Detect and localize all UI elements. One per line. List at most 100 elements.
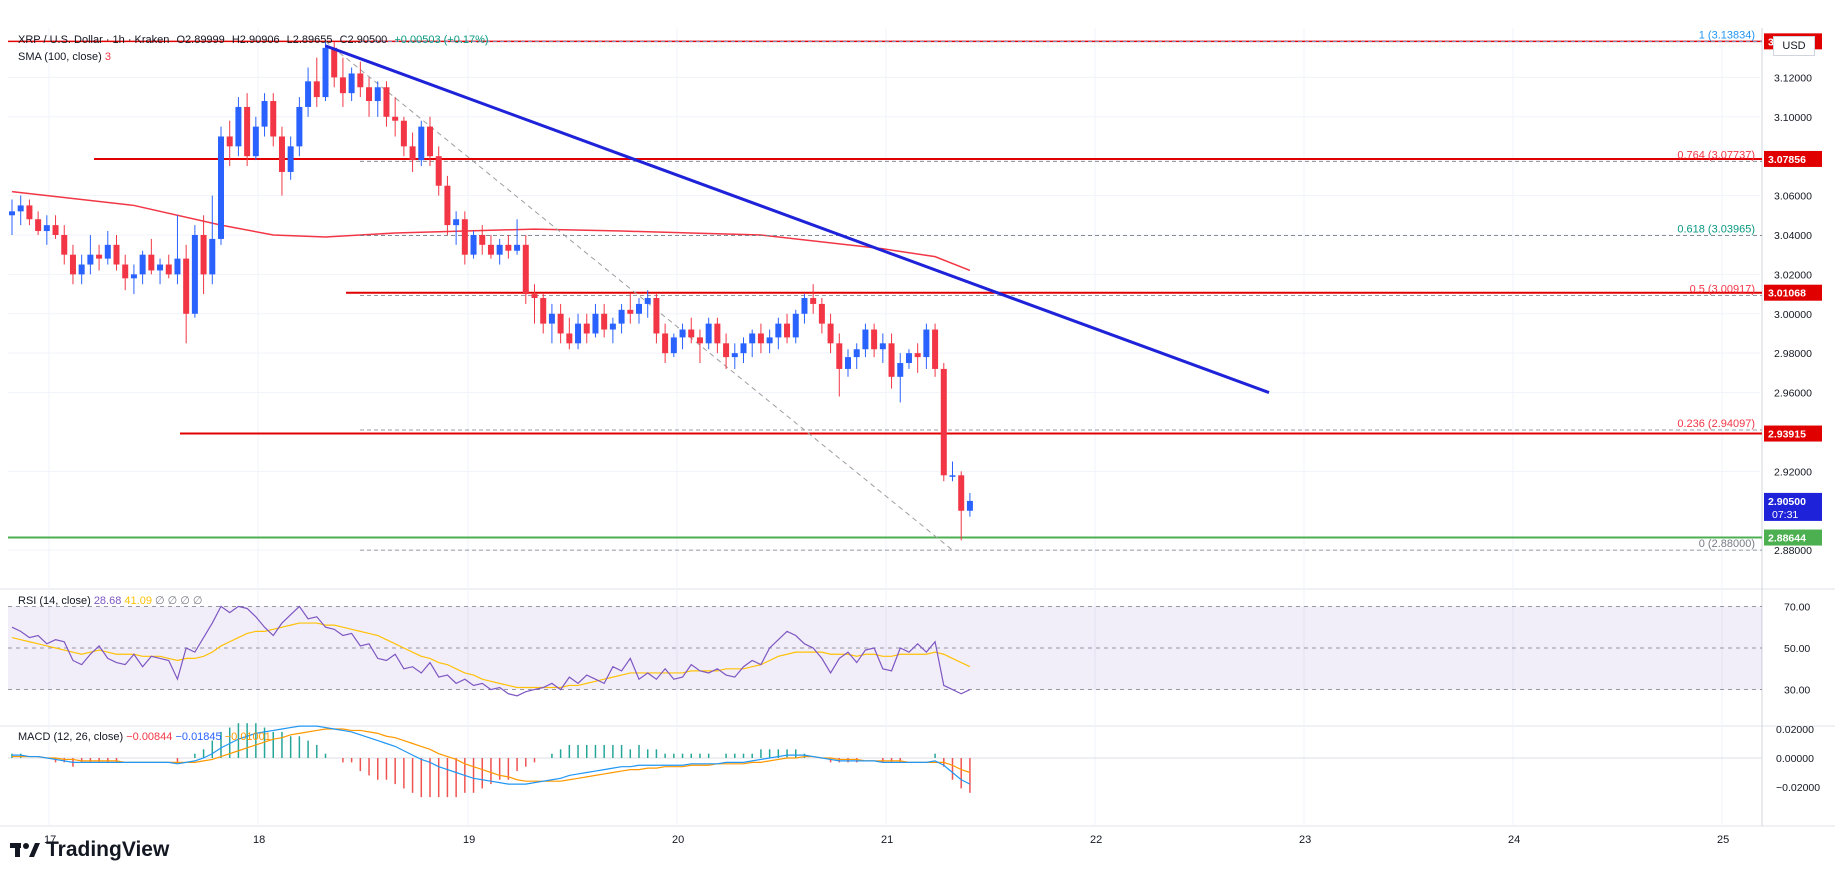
symbol-title[interactable]: XRP / U.S. Dollar · 1h · Kraken bbox=[18, 34, 170, 46]
candle-body bbox=[609, 323, 616, 330]
candle-body bbox=[435, 156, 442, 186]
candle-body bbox=[9, 211, 15, 216]
candle-body bbox=[87, 254, 94, 265]
macd-value: −0.01845 bbox=[175, 731, 222, 743]
tradingview-logo[interactable]: TradingView bbox=[10, 838, 169, 862]
rsi-band bbox=[8, 606, 1762, 690]
rsi-line bbox=[11, 605, 971, 697]
candle-body bbox=[592, 313, 599, 334]
fib-label: 1 (3.13834) bbox=[1699, 29, 1755, 41]
candle-body bbox=[104, 244, 111, 259]
time-tick-label: 17 bbox=[44, 834, 56, 846]
candle-body bbox=[226, 136, 233, 147]
candle-body bbox=[949, 475, 956, 477]
change-value: +0.00503 (+0.17%) bbox=[394, 34, 489, 46]
price-tick-label: 3.12000 bbox=[1774, 72, 1812, 84]
candle-body bbox=[218, 136, 224, 239]
candle-body bbox=[749, 333, 756, 344]
candle-body bbox=[278, 136, 285, 172]
candle-body bbox=[792, 313, 799, 338]
candle-body bbox=[348, 73, 355, 94]
resistance-price-tag-bg bbox=[1764, 150, 1822, 167]
candle-body bbox=[313, 81, 320, 98]
brand-name: TradingView bbox=[46, 838, 170, 861]
candle-body bbox=[130, 274, 137, 279]
candle-body bbox=[914, 353, 921, 358]
resistance-price-tag: 3.07856 bbox=[1768, 154, 1806, 166]
candle-body bbox=[409, 146, 416, 161]
bearish-trendline bbox=[324, 44, 1270, 394]
candle-body bbox=[662, 333, 669, 354]
candle-body bbox=[235, 106, 242, 147]
candle-body bbox=[270, 101, 277, 137]
candle-body bbox=[871, 329, 878, 350]
candle-body bbox=[714, 323, 721, 344]
candle-body bbox=[653, 298, 660, 334]
rsi-tick-label: 50.00 bbox=[1784, 643, 1810, 655]
candle-body bbox=[688, 329, 695, 338]
candle-body bbox=[357, 73, 364, 88]
rsi-tick-label: 70.00 bbox=[1784, 601, 1810, 613]
candle-body bbox=[200, 234, 207, 275]
candle-body bbox=[400, 120, 407, 147]
resistance-price-tag: 2.93915 bbox=[1768, 429, 1806, 441]
price-tick-label: 3.02000 bbox=[1774, 269, 1812, 281]
candle-body bbox=[932, 329, 939, 369]
candle-body bbox=[461, 219, 468, 255]
candle-body bbox=[505, 244, 512, 251]
candle-body bbox=[862, 329, 869, 350]
candle-body bbox=[453, 219, 460, 226]
candle-body bbox=[966, 500, 973, 511]
high-value: H2.90906 bbox=[231, 34, 280, 46]
macd-tick-label: −0.02000 bbox=[1776, 782, 1820, 794]
candle-body bbox=[78, 264, 85, 275]
currency-button[interactable]: USD bbox=[1773, 36, 1815, 56]
candle-body bbox=[35, 219, 42, 232]
candle-body bbox=[383, 87, 390, 117]
candle-body bbox=[696, 337, 703, 344]
candle-body bbox=[879, 343, 886, 350]
rsi-ma-line bbox=[11, 622, 971, 689]
macd-tick-label: 0.02000 bbox=[1776, 724, 1814, 736]
candle-body bbox=[827, 323, 834, 344]
price-tick-label: 3.00000 bbox=[1774, 309, 1812, 321]
tradingview-logo-icon bbox=[10, 843, 40, 857]
price-tick-label: 2.92000 bbox=[1774, 466, 1812, 478]
candle-body bbox=[139, 254, 146, 275]
last-price-tag-countdown: 07:31 bbox=[1772, 509, 1798, 521]
candle-body bbox=[209, 238, 216, 275]
candle-body bbox=[775, 323, 782, 338]
macd-legend[interactable]: MACD (12, 26, close) −0.00844 −0.01845 −… bbox=[18, 731, 271, 743]
candle-body bbox=[113, 244, 120, 265]
sma-legend[interactable]: SMA (100, close) 3 bbox=[18, 51, 111, 63]
candle-body bbox=[331, 47, 338, 78]
price-tick-label: 2.88000 bbox=[1774, 545, 1812, 557]
fib-label: 0.618 (3.03965) bbox=[1677, 224, 1755, 236]
last-price-tag-bg bbox=[1764, 492, 1822, 521]
rsi-legend[interactable]: RSI (14, close) 28.68 41.09 ∅ ∅ ∅ ∅ bbox=[18, 594, 203, 607]
candle-body bbox=[61, 234, 68, 255]
price-tick-label: 3.10000 bbox=[1774, 112, 1812, 124]
candle-body bbox=[766, 337, 773, 344]
candle-body bbox=[496, 244, 503, 255]
price-tick-label: 2.98000 bbox=[1774, 348, 1812, 360]
candle-body bbox=[183, 258, 190, 314]
candle-body bbox=[165, 264, 172, 275]
candle-body bbox=[305, 81, 312, 107]
candle-body bbox=[487, 244, 494, 255]
fib-label: 0.5 (3.00917) bbox=[1690, 284, 1755, 296]
candle-body bbox=[69, 254, 76, 275]
candle-body bbox=[845, 357, 851, 369]
fib-label: 0.764 (3.07737) bbox=[1677, 149, 1755, 161]
candle-body bbox=[940, 368, 947, 476]
fib-label: 0.236 (2.94097) bbox=[1677, 418, 1755, 430]
candle-body bbox=[853, 349, 860, 358]
candle-body bbox=[810, 298, 817, 304]
open-value: O2.89999 bbox=[176, 34, 225, 46]
candle-body bbox=[322, 47, 329, 98]
candle-body bbox=[339, 77, 346, 94]
candle-body bbox=[43, 225, 50, 232]
candle-body bbox=[644, 298, 651, 304]
rsi-extra: ∅ ∅ ∅ ∅ bbox=[155, 595, 203, 607]
